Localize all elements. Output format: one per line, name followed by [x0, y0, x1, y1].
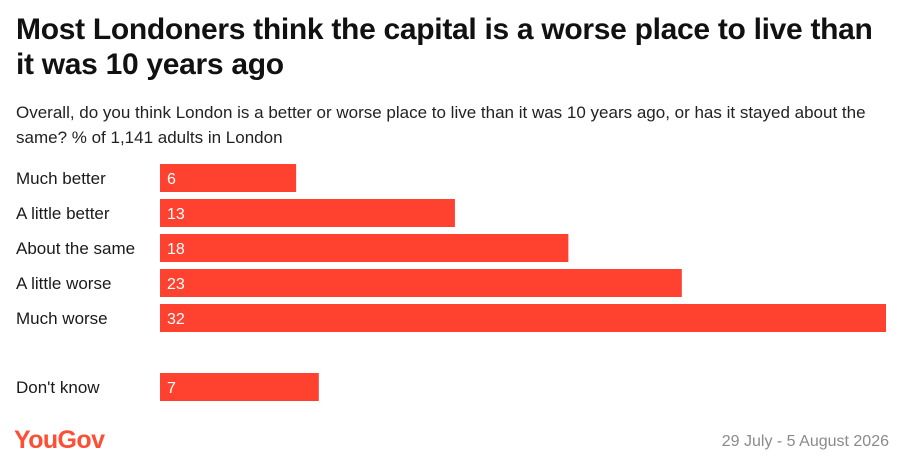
value-label-much-better: 6 — [167, 171, 176, 188]
chart-subtitle: Overall, do you think London is a better… — [16, 103, 866, 147]
bar-much-worse — [160, 304, 886, 332]
bar-don-t-know — [160, 373, 319, 401]
value-label-a-little-worse: 23 — [167, 276, 185, 293]
category-label-a-little-worse: A little worse — [16, 274, 111, 293]
value-label-much-worse: 32 — [167, 311, 185, 328]
category-label-a-little-better: A little better — [16, 204, 110, 223]
bar-about-the-same — [160, 234, 569, 262]
yougov-logo: YouGov — [14, 426, 105, 454]
category-label-much-worse: Much worse — [16, 309, 108, 328]
category-label-about-the-same: About the same — [16, 239, 135, 258]
value-label-about-the-same: 18 — [167, 241, 185, 258]
category-label-much-better: Much better — [16, 169, 106, 188]
bar-a-little-better — [160, 199, 455, 227]
bar-much-better — [160, 164, 297, 192]
bar-a-little-worse — [160, 269, 682, 297]
value-label-a-little-better: 13 — [167, 206, 185, 223]
category-label-don-t-know: Don't know — [16, 378, 100, 397]
chart-title: Most Londoners think the capital is a wo… — [16, 13, 873, 81]
value-label-don-t-know: 7 — [167, 380, 176, 397]
fieldwork-date: 29 July - 5 August 2026 — [721, 433, 889, 450]
